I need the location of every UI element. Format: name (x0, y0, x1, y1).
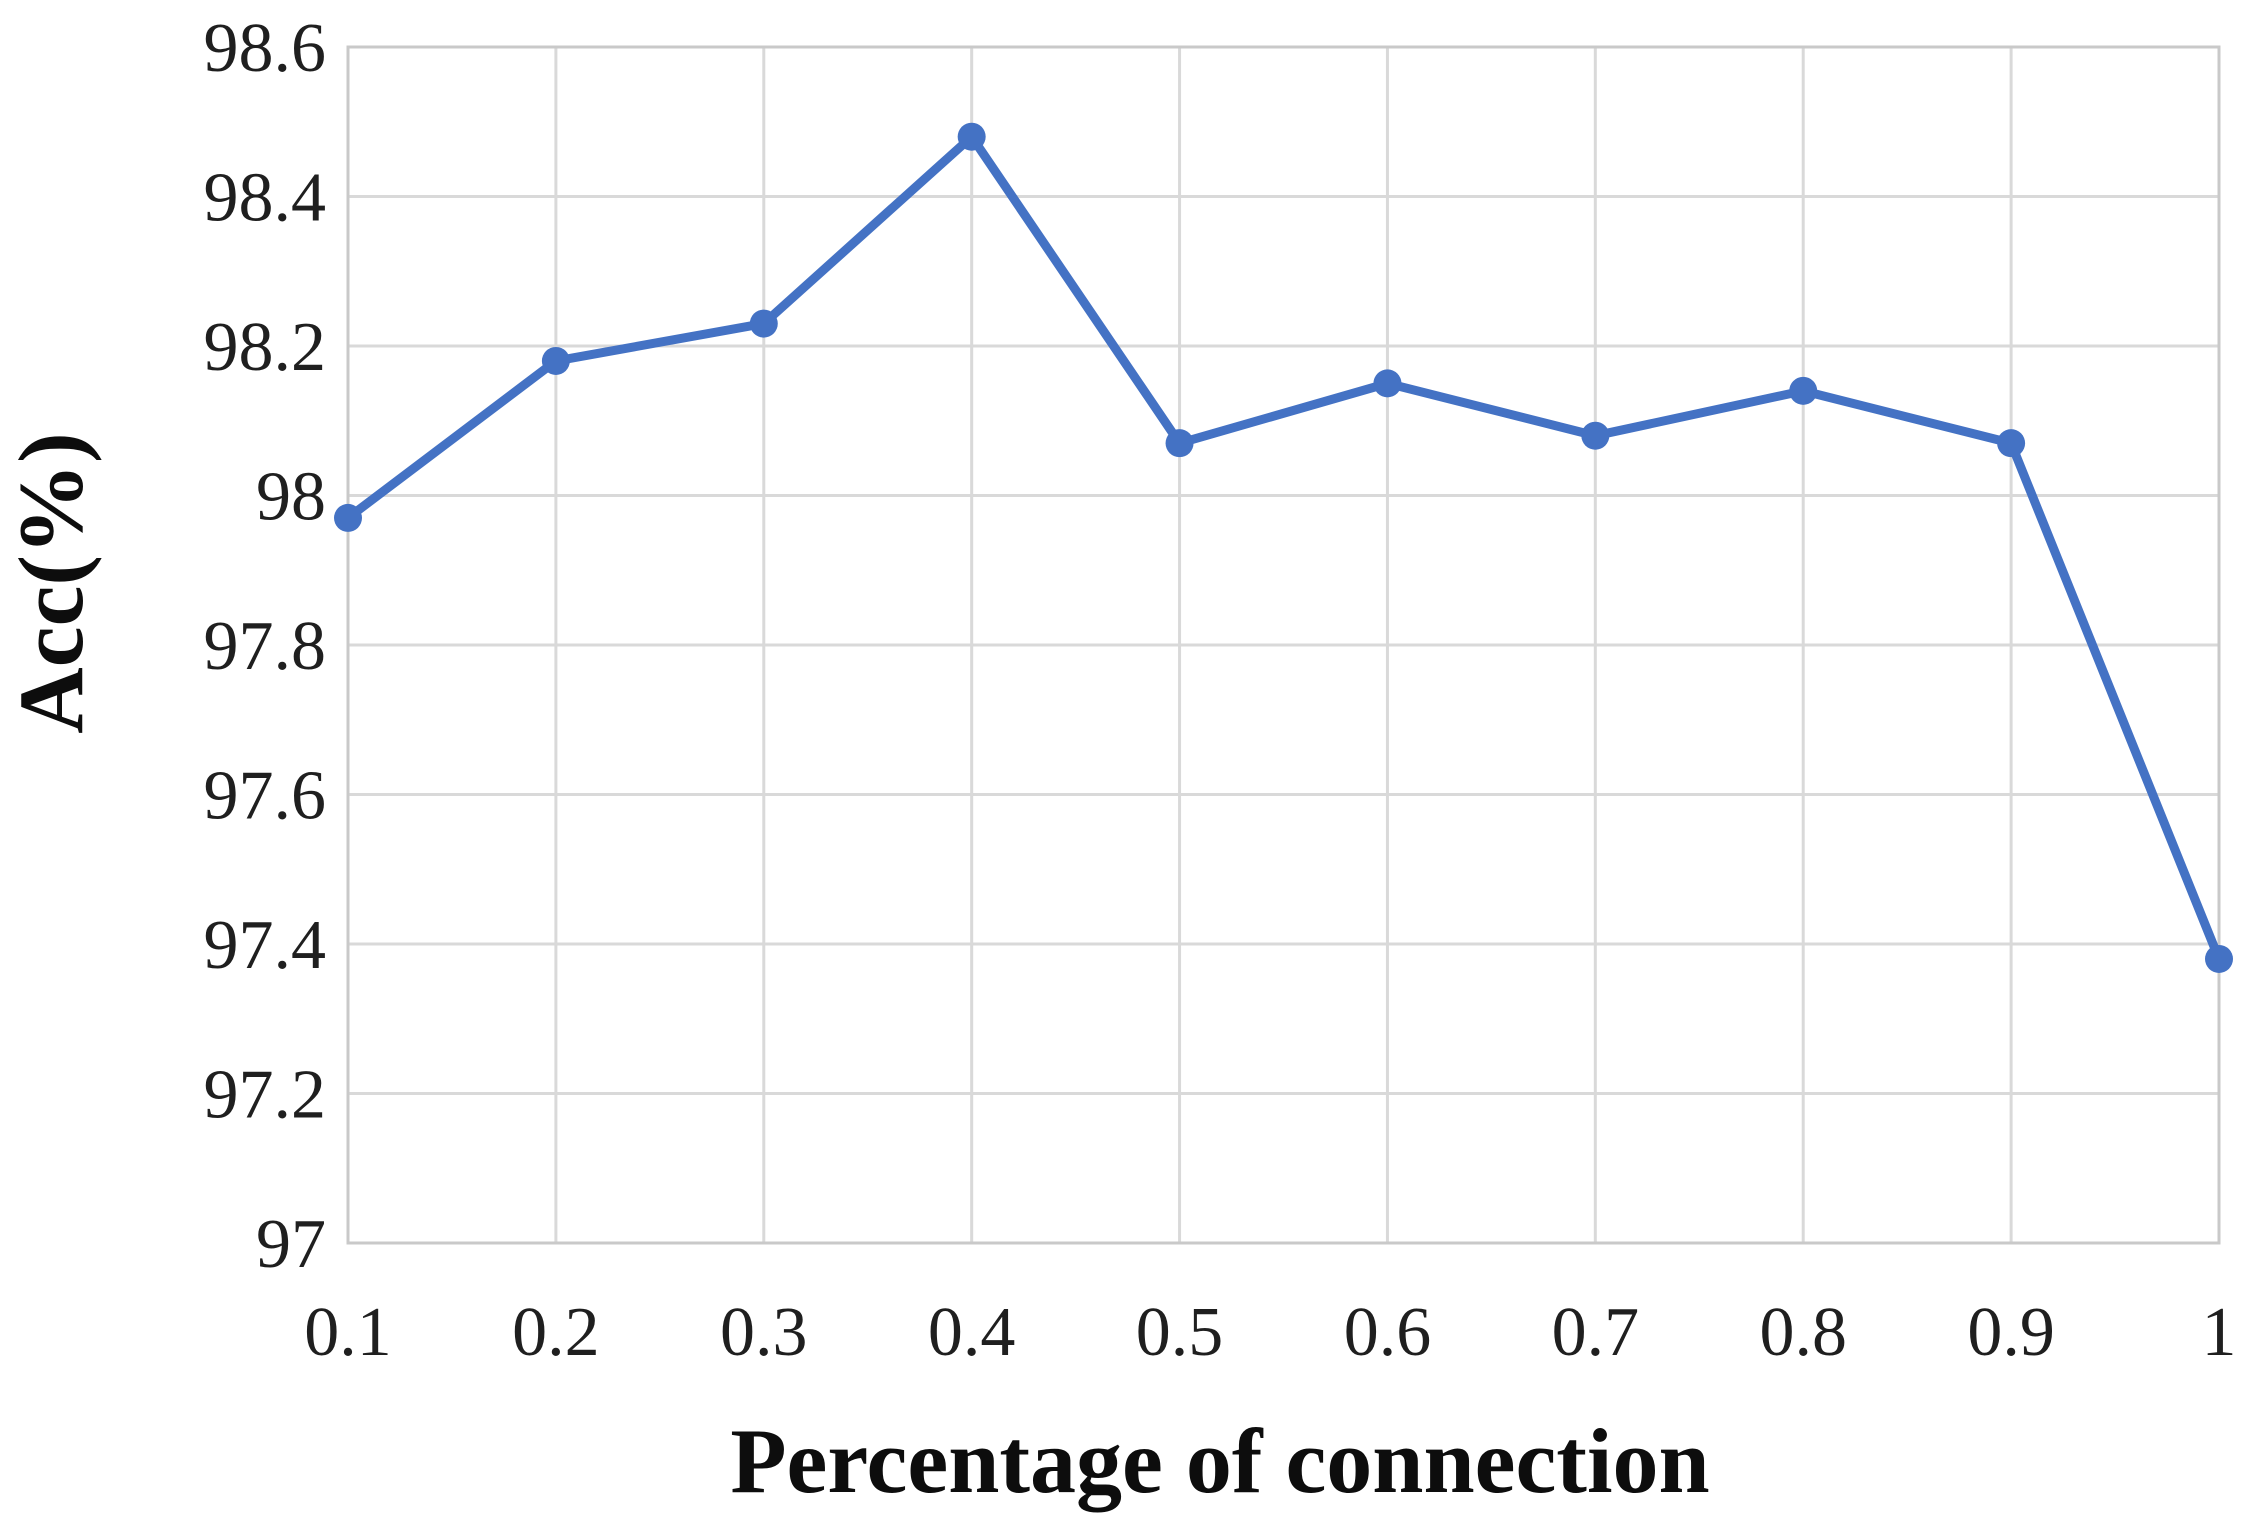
data-point (334, 503, 362, 532)
x-tick-label: 0.8 (1759, 1294, 1847, 1371)
x-tick-label: 0.1 (304, 1294, 392, 1371)
y-tick-label: 97 (256, 1206, 326, 1283)
x-tick-label: 0.2 (512, 1294, 600, 1371)
gridlines (346, 45, 2221, 1245)
y-tick-label: 97.8 (204, 608, 327, 685)
y-tick-labels: 97 97.2 97.4 97.6 97.8 98 98.2 98.4 98.6 (204, 10, 327, 1283)
x-tick-labels: 0.1 0.2 0.3 0.4 0.5 0.6 0.7 0.8 0.9 1 (304, 1294, 2236, 1371)
x-tick-label: 0.6 (1344, 1294, 1432, 1371)
plot-frame (346, 45, 2221, 1245)
data-point (1997, 429, 2026, 458)
data-point (1581, 421, 1610, 450)
data-point (1165, 429, 1194, 458)
y-tick-label: 97.2 (204, 1057, 327, 1134)
series-path (343, 132, 2224, 964)
y-tick-label: 98 (256, 459, 326, 536)
y-tick-label: 98.6 (204, 10, 327, 87)
series-line (334, 122, 2233, 973)
data-point (2205, 944, 2233, 973)
x-axis-label: Percentage of connection (730, 1410, 1709, 1512)
x-tick-label: 0.5 (1136, 1294, 1224, 1371)
data-point (749, 309, 778, 338)
x-tick-label: 0.7 (1552, 1294, 1640, 1371)
data-point (1373, 369, 1402, 398)
x-tick-label: 0.9 (1967, 1294, 2055, 1371)
data-point (541, 346, 570, 375)
y-tick-label: 97.6 (204, 758, 327, 835)
y-tick-label: 97.4 (204, 907, 327, 984)
x-tick-label: 1 (2202, 1294, 2237, 1371)
y-tick-label: 98.4 (204, 160, 327, 237)
data-point (957, 122, 986, 151)
plot-border (346, 45, 2221, 1245)
data-point (1789, 376, 1818, 405)
y-tick-label: 98.2 (204, 309, 327, 386)
x-tick-label: 0.3 (720, 1294, 808, 1371)
x-tick-label: 0.4 (928, 1294, 1016, 1371)
y-axis-label: Acc(%) (0, 432, 102, 733)
